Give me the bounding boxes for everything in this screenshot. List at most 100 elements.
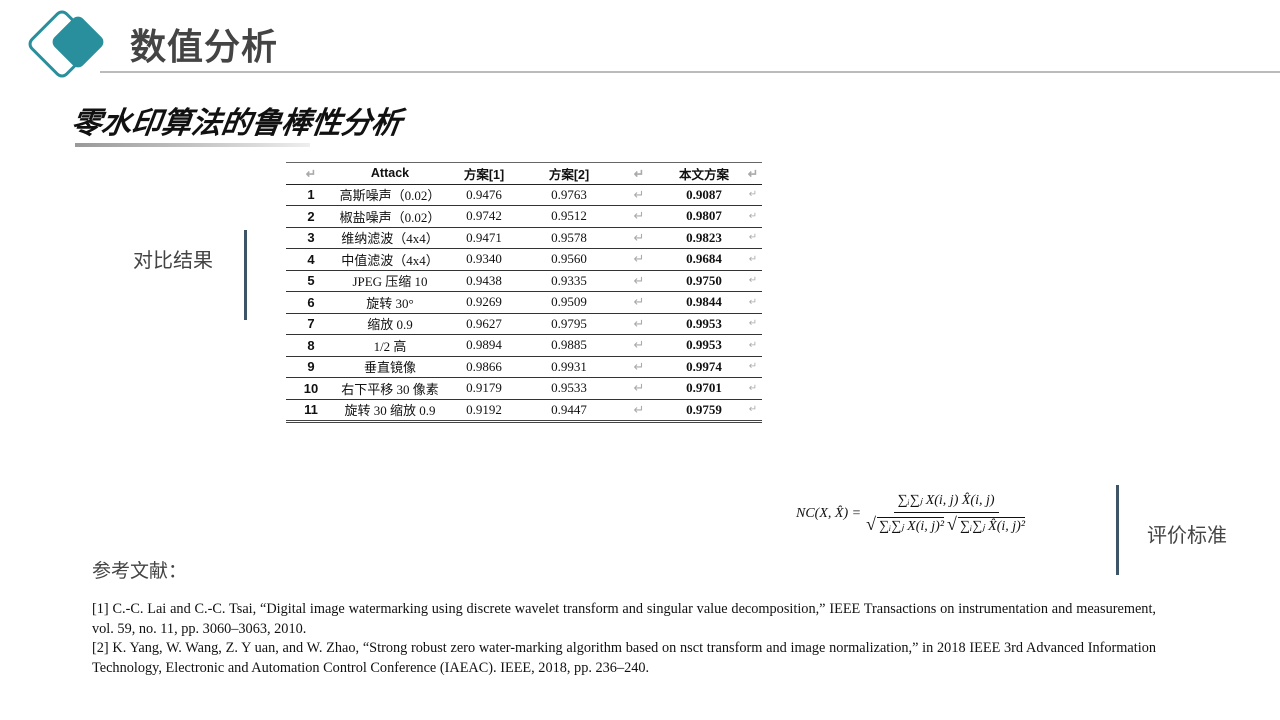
attack-cell: 缩放 0.9: [336, 313, 444, 335]
row-number: 2: [286, 205, 336, 228]
attack-cell: 维纳滤波（4x4）: [336, 227, 444, 249]
scheme2-cell: 0.9533: [524, 377, 614, 400]
header-cell: ↵: [286, 162, 336, 185]
scheme1-cell: 0.9340: [444, 248, 524, 271]
ours-cell: 0.9087: [664, 184, 744, 206]
table-header-row: ↵ Attack 方案[1] 方案[2] ↵ 本文方案 ↵: [286, 162, 762, 185]
empty-cell: ↵: [614, 184, 664, 206]
empty-cell: ↵: [614, 356, 664, 378]
reference-item: [2] K. Yang, W. Wang, Z. Y uan, and W. Z…: [92, 640, 1156, 676]
header-cell: 方案[1]: [444, 162, 524, 185]
scheme1-cell: 0.9269: [444, 291, 524, 314]
row-number: 5: [286, 270, 336, 292]
header-cell: 本文方案: [664, 162, 744, 185]
ours-cell: 0.9974: [664, 356, 744, 378]
attack-cell: 右下平移 30 像素: [336, 377, 444, 400]
row-number: 4: [286, 248, 336, 271]
row-number: 7: [286, 313, 336, 335]
row-end-mark: ↵: [744, 270, 762, 292]
empty-cell: ↵: [614, 270, 664, 292]
ours-cell: 0.9750: [664, 270, 744, 292]
scheme1-cell: 0.9438: [444, 270, 524, 292]
table-row: 2 椒盐噪声（0.02） 0.9742 0.9512 ↵ 0.9807 ↵: [286, 205, 762, 228]
ours-cell: 0.9701: [664, 377, 744, 400]
scheme2-cell: 0.9447: [524, 399, 614, 423]
table-row: 6 旋转 30° 0.9269 0.9509 ↵ 0.9844 ↵: [286, 291, 762, 314]
attack-cell: 旋转 30°: [336, 291, 444, 314]
attack-cell: 椒盐噪声（0.02）: [336, 205, 444, 228]
header-cell: Attack: [336, 162, 444, 185]
row-end-mark: ↵: [744, 399, 762, 423]
attack-cell: 旋转 30 缩放 0.9: [336, 399, 444, 423]
empty-cell: ↵: [614, 377, 664, 400]
scheme1-cell: 0.9192: [444, 399, 524, 423]
row-end-mark: ↵: [744, 184, 762, 206]
formula-numerator: ∑ᵢ∑ⱼ X(i, j) X̂(i, j): [893, 492, 999, 513]
attack-cell: 垂直镜像: [336, 356, 444, 378]
ours-cell: 0.9807: [664, 205, 744, 228]
scheme1-cell: 0.9742: [444, 205, 524, 228]
formula-lhs: NC(X, X̂) =: [796, 505, 862, 521]
row-end-mark: ↵: [744, 334, 762, 357]
ours-cell: 0.9684: [664, 248, 744, 271]
row-number: 1: [286, 184, 336, 206]
scheme2-cell: 0.9885: [524, 334, 614, 357]
ours-cell: 0.9953: [664, 334, 744, 357]
attack-cell: 1/2 高: [336, 334, 444, 357]
scheme1-cell: 0.9866: [444, 356, 524, 378]
subtitle-underline: [75, 143, 310, 147]
attack-cell: 中值滤波（4x4）: [336, 248, 444, 271]
table-row: 7 缩放 0.9 0.9627 0.9795 ↵ 0.9953 ↵: [286, 313, 762, 335]
comparison-divider: [244, 230, 247, 320]
row-end-mark: ↵: [744, 227, 762, 249]
comparison-label: 对比结果: [133, 248, 213, 272]
row-end-mark: ↵: [744, 162, 762, 185]
scheme1-cell: 0.9627: [444, 313, 524, 335]
ours-cell: 0.9953: [664, 313, 744, 335]
scheme1-cell: 0.9179: [444, 377, 524, 400]
empty-cell: ↵: [614, 313, 664, 335]
table-row: 4 中值滤波（4x4） 0.9340 0.9560 ↵ 0.9684 ↵: [286, 248, 762, 271]
title-divider: [100, 71, 1280, 73]
ours-cell: 0.9759: [664, 399, 744, 423]
header-cell: ↵: [614, 162, 664, 185]
nc-formula: NC(X, X̂) = ∑ᵢ∑ⱼ X(i, j) X̂(i, j) ∑ᵢ∑ⱼ X…: [796, 492, 1026, 535]
scheme1-cell: 0.9476: [444, 184, 524, 206]
formula-denominator-1: ∑ᵢ∑ⱼ X(i, j)²: [866, 514, 945, 535]
row-number: 6: [286, 291, 336, 314]
results-table: ↵ Attack 方案[1] 方案[2] ↵ 本文方案 ↵ 1 高斯噪声（0.02） 0.9476…: [286, 162, 762, 423]
table-row: 5 JPEG 压缩 10 0.9438 0.9335 ↵ 0.9750 ↵: [286, 270, 762, 292]
attack-cell: 高斯噪声（0.02）: [336, 184, 444, 206]
row-end-mark: ↵: [744, 291, 762, 314]
table-row: 8 1/2 高 0.9894 0.9885 ↵ 0.9953 ↵: [286, 334, 762, 357]
criteria-label: 评价标准: [1147, 523, 1227, 547]
empty-cell: ↵: [614, 334, 664, 357]
scheme2-cell: 0.9509: [524, 291, 614, 314]
references-list: [1] C.-C. Lai and C.-C. Tsai, “Digital i…: [92, 600, 1156, 678]
scheme1-cell: 0.9894: [444, 334, 524, 357]
scheme2-cell: 0.9578: [524, 227, 614, 249]
scheme2-cell: 0.9763: [524, 184, 614, 206]
row-end-mark: ↵: [744, 205, 762, 228]
row-number: 3: [286, 227, 336, 249]
row-number: 11: [286, 399, 336, 423]
row-end-mark: ↵: [744, 313, 762, 335]
scheme2-cell: 0.9512: [524, 205, 614, 228]
scheme2-cell: 0.9931: [524, 356, 614, 378]
scheme2-cell: 0.9335: [524, 270, 614, 292]
empty-cell: ↵: [614, 291, 664, 314]
row-number: 8: [286, 334, 336, 357]
row-number: 9: [286, 356, 336, 378]
empty-cell: ↵: [614, 248, 664, 271]
references-title: 参考文献：: [92, 560, 188, 582]
header-cell: 方案[2]: [524, 162, 614, 185]
criteria-divider: [1116, 485, 1119, 575]
table-row: 3 维纳滤波（4x4） 0.9471 0.9578 ↵ 0.9823 ↵: [286, 227, 762, 249]
attack-cell: JPEG 压缩 10: [336, 270, 444, 292]
row-end-mark: ↵: [744, 356, 762, 378]
page-title: 数值分析: [130, 27, 279, 68]
row-number: 10: [286, 377, 336, 400]
table-row: 9 垂直镜像 0.9866 0.9931 ↵ 0.9974 ↵: [286, 356, 762, 378]
row-end-mark: ↵: [744, 377, 762, 400]
table-row: 1 高斯噪声（0.02） 0.9476 0.9763 ↵ 0.9087 ↵: [286, 184, 762, 206]
